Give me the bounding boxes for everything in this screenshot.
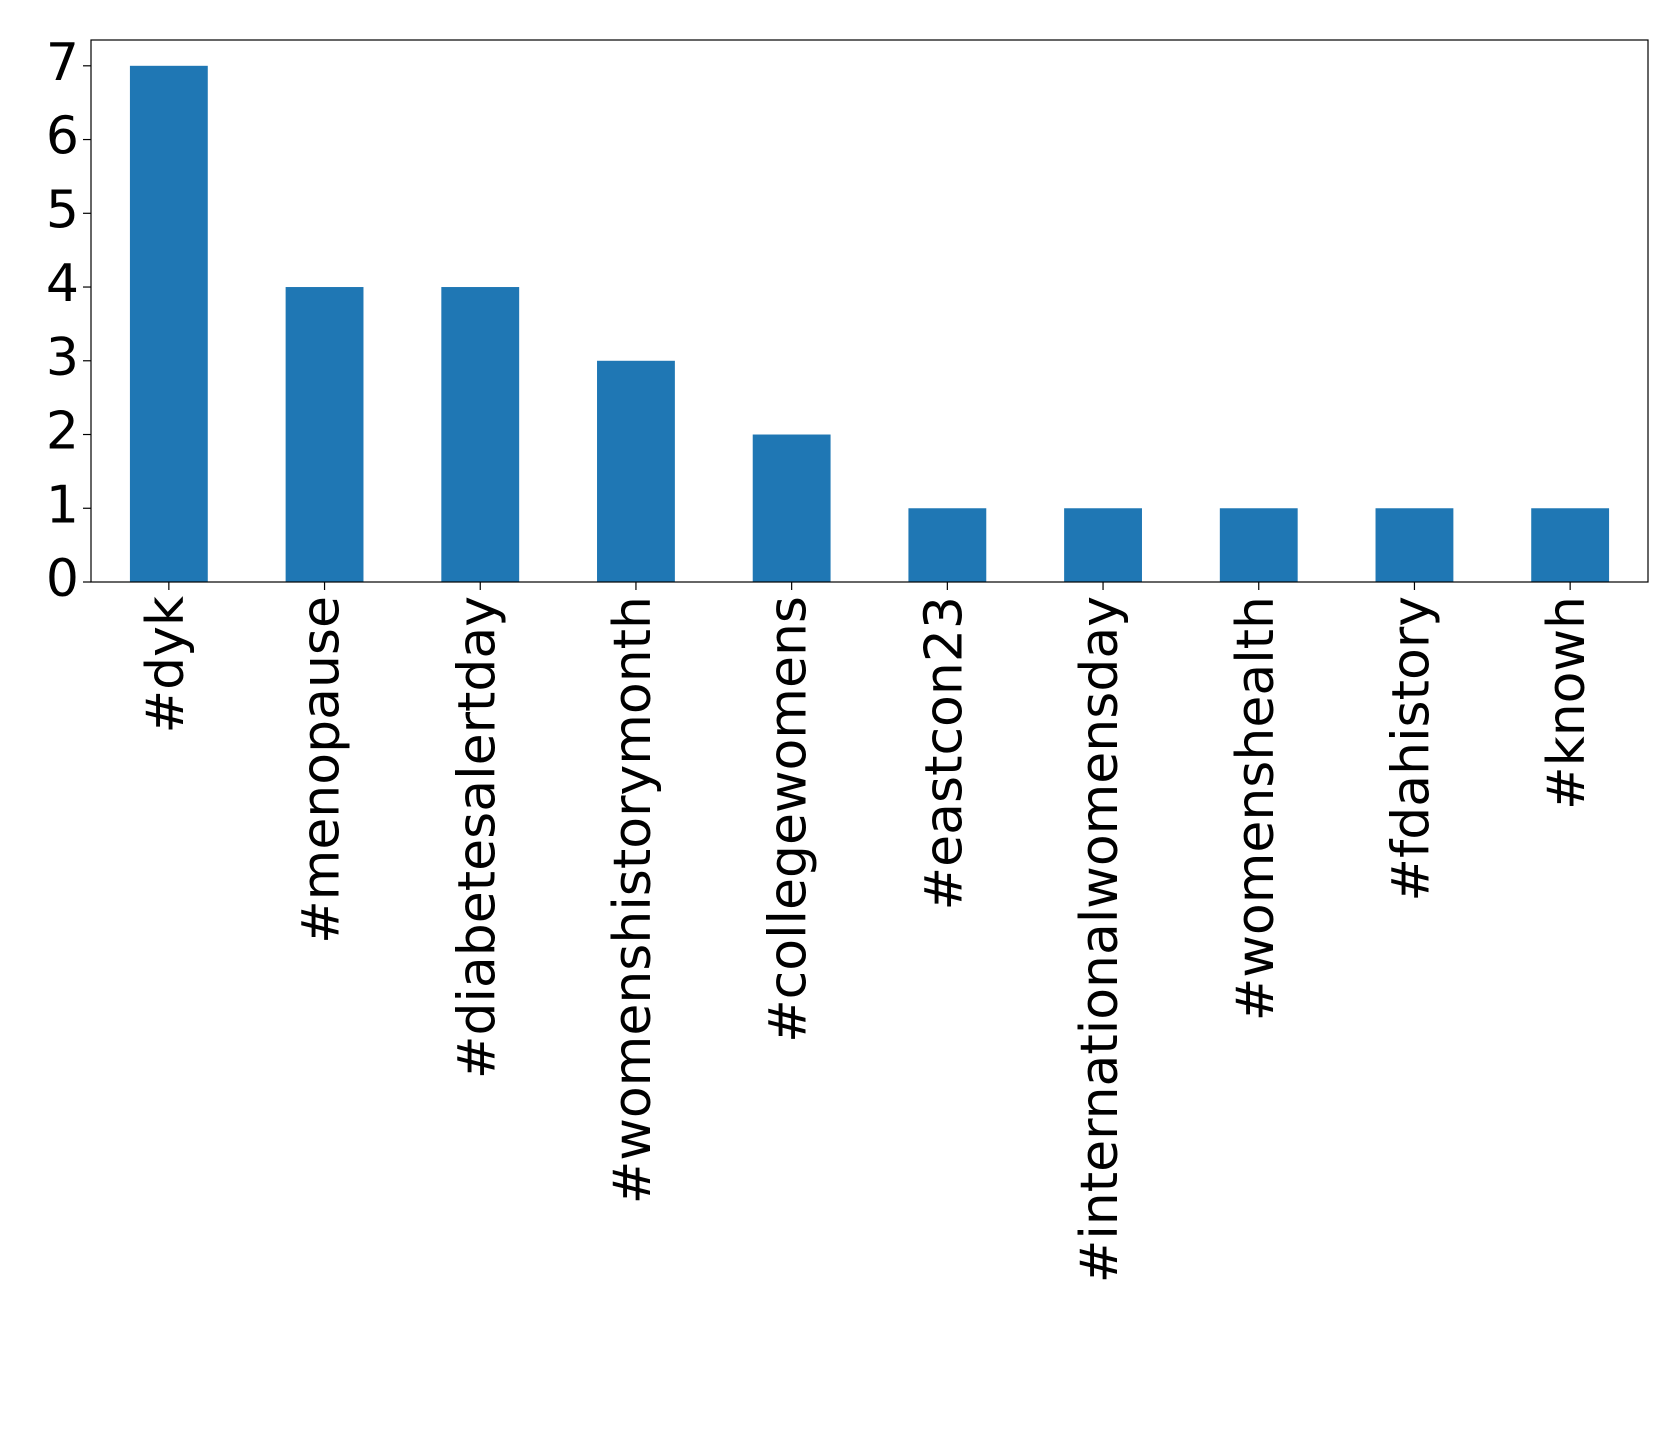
- x-tick-label: #knowh: [1537, 596, 1597, 810]
- y-tick-label: 0: [46, 549, 79, 609]
- bar: [752, 434, 831, 582]
- y-tick-label: 6: [46, 107, 79, 167]
- y-tick-label: 5: [46, 180, 79, 240]
- x-tick-label: #eastcon23: [914, 596, 974, 910]
- bar: [441, 287, 520, 582]
- bar: [1375, 508, 1454, 582]
- x-tick-label: #dyk: [136, 596, 196, 733]
- bar: [1219, 508, 1298, 582]
- bar: [1064, 508, 1142, 582]
- bar: [597, 360, 675, 582]
- y-tick-label: 2: [46, 402, 79, 462]
- bar: [285, 287, 364, 582]
- y-tick-label: 7: [46, 33, 79, 93]
- plot-frame: [90, 39, 1649, 583]
- bar: [1531, 508, 1610, 582]
- x-tick-label: #collegewomens: [759, 596, 819, 1043]
- x-tick-label: #womenshistorymonth: [603, 596, 663, 1204]
- y-tick-label: 3: [46, 328, 79, 388]
- x-tick-label: #fdahistory: [1381, 596, 1441, 902]
- x-tick-label: #menopause: [292, 596, 352, 944]
- y-tick-label: 4: [46, 254, 79, 314]
- bar: [908, 508, 987, 582]
- x-tick-label: #womenshealth: [1226, 596, 1286, 1021]
- y-tick-label: 1: [46, 475, 79, 535]
- bar: [129, 65, 208, 583]
- x-tick-label: #internationalwomensday: [1070, 596, 1130, 1283]
- x-tick-label: #diabetesalertday: [447, 596, 507, 1079]
